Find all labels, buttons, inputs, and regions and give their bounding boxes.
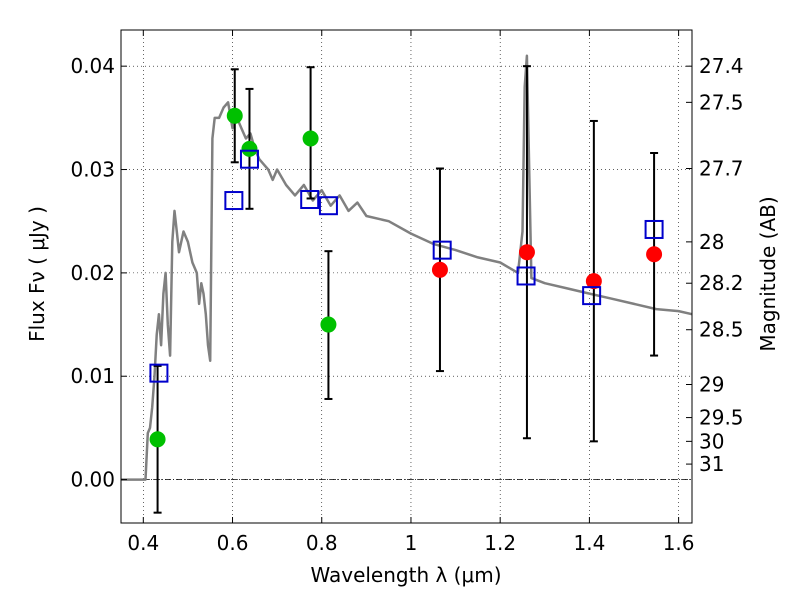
- x-tick-label: 1.2: [484, 531, 516, 555]
- magnitude-tick-label: 29: [699, 373, 724, 397]
- magnitude-tick-label: 30: [699, 429, 724, 453]
- blue-model-point: [644, 219, 664, 239]
- y-tick-label: 0.04: [70, 54, 115, 78]
- grid-layer: [121, 30, 692, 523]
- magnitude-tick-label: 27.7: [699, 156, 744, 180]
- x-tick-label: 1.6: [663, 531, 695, 555]
- magnitude-tick-label: 31: [699, 452, 724, 476]
- y-axis-label: Flux Fν ( μJy ): [25, 206, 49, 342]
- y-tick-label: 0.03: [70, 158, 115, 182]
- magnitude-tick-label: 29.5: [699, 406, 744, 430]
- red-data-point: [431, 261, 448, 278]
- data-point-layer: [149, 107, 664, 448]
- model-spectrum-layer: [121, 54, 693, 481]
- blue-model-point: [582, 286, 602, 306]
- x-tick-label: 0.6: [217, 531, 249, 555]
- green-data-point: [226, 107, 243, 124]
- x-tick-label: 0.8: [306, 531, 338, 555]
- magnitude-tick-label: 27.4: [699, 54, 744, 78]
- y-tick-label: 0.00: [70, 468, 115, 492]
- blue-model-point: [300, 190, 320, 210]
- blue-model-point: [432, 240, 452, 260]
- tick-label-layer: 0.4 0.6 0.8 1 1.2 1.4 1.6 0.00 0.01 0.02 0.03 0.04 2…: [70, 54, 743, 555]
- red-data-point: [518, 244, 535, 261]
- magnitude-tick-label: 28.5: [699, 318, 744, 342]
- magnitude-tick-label: 28: [699, 230, 724, 254]
- model-spectrum-line: [121, 54, 693, 481]
- blue-model-point: [224, 191, 244, 211]
- green-data-point: [241, 140, 258, 157]
- x-axis-label: Wavelength λ (μm): [310, 563, 501, 587]
- x-tick-label: 0.4: [127, 531, 159, 555]
- green-data-point: [302, 130, 319, 147]
- red-data-point: [646, 246, 663, 263]
- magnitude-tick-label: 28.2: [699, 271, 744, 295]
- x-tick-label: 1: [405, 531, 418, 555]
- blue-model-point: [516, 266, 536, 286]
- blue-model-point: [318, 196, 338, 216]
- tick-layer: [121, 30, 692, 523]
- red-data-point: [585, 273, 602, 290]
- blue-model-point: [239, 149, 259, 169]
- y-tick-label: 0.01: [70, 364, 115, 388]
- green-data-point: [149, 431, 166, 448]
- plot-frame: [120, 29, 693, 524]
- magnitude-axis-label: Magnitude (AB): [756, 196, 780, 351]
- blue-model-point: [149, 363, 169, 383]
- y-tick-label: 0.02: [70, 261, 115, 285]
- green-data-point: [320, 316, 337, 333]
- magnitude-tick-label: 27.5: [699, 90, 744, 114]
- x-tick-label: 1.4: [573, 531, 605, 555]
